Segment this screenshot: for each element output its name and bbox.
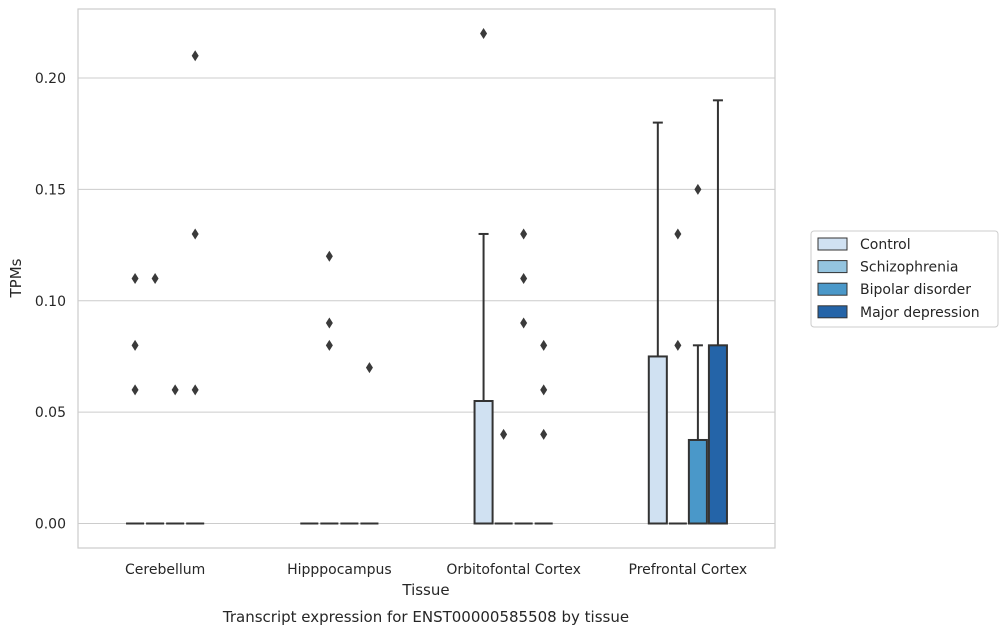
box-group [473,28,494,525]
outlier-point [325,317,333,329]
box-group [360,362,379,525]
plot-frame [77,8,776,549]
x-tick-label: Cerebellum [125,562,205,578]
legend-frame [810,230,999,328]
box [647,355,668,525]
y-tick-label: 0.10 [35,294,66,310]
outlier-point [674,228,682,240]
box-group [514,228,533,525]
outlier-point [325,250,333,262]
box-group [186,50,205,525]
x-axis-label: Tissue [401,581,449,599]
x-tick-label: Hipppocampus [287,562,392,578]
outlier-point [131,384,139,396]
legend: Control Schizophrenia Bipolar disorder Majo… [810,230,999,328]
y-axis-label: TPMs [7,258,25,298]
legend-swatch [817,260,848,274]
outlier-point [520,228,528,240]
y-gridlines [78,77,775,524]
outlier-point [191,384,199,396]
outlier-point [131,339,139,351]
legend-label: Control [860,237,911,253]
legend-label: Bipolar disorder [860,282,971,298]
x-tick-labels: Cerebellum Hipppocampus Orbitofontal Corte… [125,562,747,578]
box-group [647,121,668,525]
box-group [146,273,165,525]
y-tick-label: 0.15 [35,182,66,198]
y-tick-labels: 0.00 0.05 0.10 0.15 0.20 [35,71,66,532]
outlier-point [131,273,139,284]
outlier-point [520,317,528,329]
box-group [687,183,708,525]
legend-label: Schizophrenia [860,260,958,276]
outlier-point [540,384,548,396]
chart-title: Transcript expression for ENST0000058550… [222,608,629,626]
legend-label: Major depression [860,305,980,321]
outlier-point [520,273,528,284]
box-group [707,99,728,525]
outlier-point [540,428,548,440]
outlier-point [191,50,199,62]
outlier-point [325,339,333,351]
x-tick-label: Prefrontal Cortex [629,562,748,578]
box-group [668,228,687,525]
box-group [126,273,145,525]
legend-swatch [817,305,848,319]
outlier-point [151,273,159,284]
outlier-point [674,339,682,351]
outlier-point [694,183,702,195]
outlier-point [365,362,373,374]
box-group [534,339,553,525]
box-group [494,428,513,525]
outlier-point [480,28,488,39]
box-plot-series [126,28,728,525]
y-tick-label: 0.20 [35,71,66,87]
box [687,438,708,525]
x-tick-label: Orbitofontal Cortex [446,562,581,578]
legend-swatch [817,282,848,296]
y-tick-label: 0.00 [35,517,66,533]
y-tick-label: 0.05 [35,405,66,421]
box [707,344,728,525]
box [473,400,494,525]
outlier-point [500,428,508,440]
legend-swatch [817,237,848,251]
outlier-point [540,339,548,351]
outlier-point [171,384,179,396]
box-group [320,250,339,525]
outlier-point [191,228,199,240]
box-group [166,384,185,525]
